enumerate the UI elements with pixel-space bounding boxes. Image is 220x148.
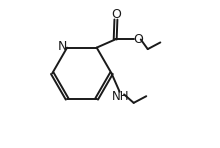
Text: NH: NH bbox=[112, 90, 129, 103]
Text: O: O bbox=[133, 33, 143, 46]
Text: N: N bbox=[58, 40, 68, 53]
Text: O: O bbox=[111, 8, 121, 21]
